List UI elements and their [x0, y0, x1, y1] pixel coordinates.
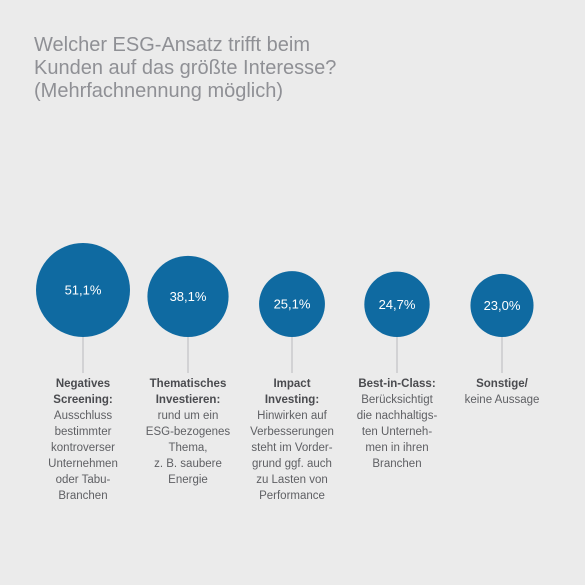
- category-text: oder Tabu-: [55, 474, 111, 486]
- category-text: Hinwirken auf: [257, 410, 327, 422]
- category-description: Sonstige/keine Aussage: [442, 376, 562, 408]
- category-text: die nachhaltigs-: [356, 410, 438, 422]
- value-bubble: [470, 273, 534, 337]
- chart-title: Welcher ESG-Ansatz trifft beim Kunden au…: [34, 34, 554, 103]
- category-description: Impact Investing: Hinwirken auf Verbesserun…: [232, 376, 352, 504]
- title-line: Welcher ESG-Ansatz trifft beim: [34, 34, 311, 56]
- data-label: 23,0%: [484, 298, 521, 313]
- category-text: Energie: [168, 474, 208, 486]
- value-bubble: [259, 271, 325, 337]
- category-text: zu Lasten von: [256, 474, 328, 486]
- category-name: Impact: [273, 378, 311, 390]
- category-text: grund ggf. auch: [252, 458, 332, 470]
- category-name: Best-in-Class:: [358, 378, 436, 390]
- category-text: Branchen: [58, 490, 108, 502]
- category-text: ESG-bezogenes: [145, 426, 231, 438]
- category-text: kontroverser: [51, 442, 115, 454]
- category-text: Unternehmen: [48, 458, 118, 470]
- category-text: Thema,: [168, 442, 208, 454]
- category-text: Berücksichtigt: [361, 394, 433, 406]
- category-name: Negatives: [55, 378, 111, 390]
- category-text: z. B. saubere: [154, 458, 222, 470]
- data-label: 24,7%: [379, 297, 416, 312]
- category-text: steht im Vorder-: [251, 442, 333, 454]
- category-name: Sonstige/: [476, 378, 528, 390]
- value-bubble: [147, 255, 229, 337]
- category-text: bestimmter: [54, 426, 112, 438]
- category-name: Screening:: [53, 394, 113, 406]
- data-label: 51,1%: [65, 283, 102, 298]
- value-bubble: [36, 243, 130, 337]
- category-name: Thematisches: [149, 378, 227, 390]
- category-name: Investieren:: [155, 394, 221, 406]
- title-line: Kunden auf das größte Interesse?: [34, 57, 337, 79]
- category-text: Performance: [259, 490, 325, 502]
- category-description: Best-in-Class: Berücksichtigt die nachhalt…: [337, 376, 457, 472]
- data-label: 38,1%: [170, 289, 207, 304]
- category-text: men in ihren: [365, 442, 429, 454]
- category-description: Negatives Screening: Ausschluss bestimmter k…: [23, 376, 143, 504]
- category-text: Ausschluss: [53, 410, 113, 422]
- category-text: Verbesserungen: [250, 426, 334, 438]
- category-description: Thematisches Investieren: rund um ein ESG-b…: [128, 376, 248, 488]
- value-bubble: [364, 271, 430, 338]
- category-text: rund um ein: [157, 410, 219, 422]
- category-name: Investing:: [264, 394, 320, 406]
- title-line: (Mehrfachnennung möglich): [34, 80, 284, 102]
- category-text: keine Aussage: [464, 394, 540, 406]
- category-text: ten Unterneh-: [361, 426, 433, 438]
- data-label: 25,1%: [274, 297, 311, 312]
- category-text: Branchen: [372, 458, 422, 470]
